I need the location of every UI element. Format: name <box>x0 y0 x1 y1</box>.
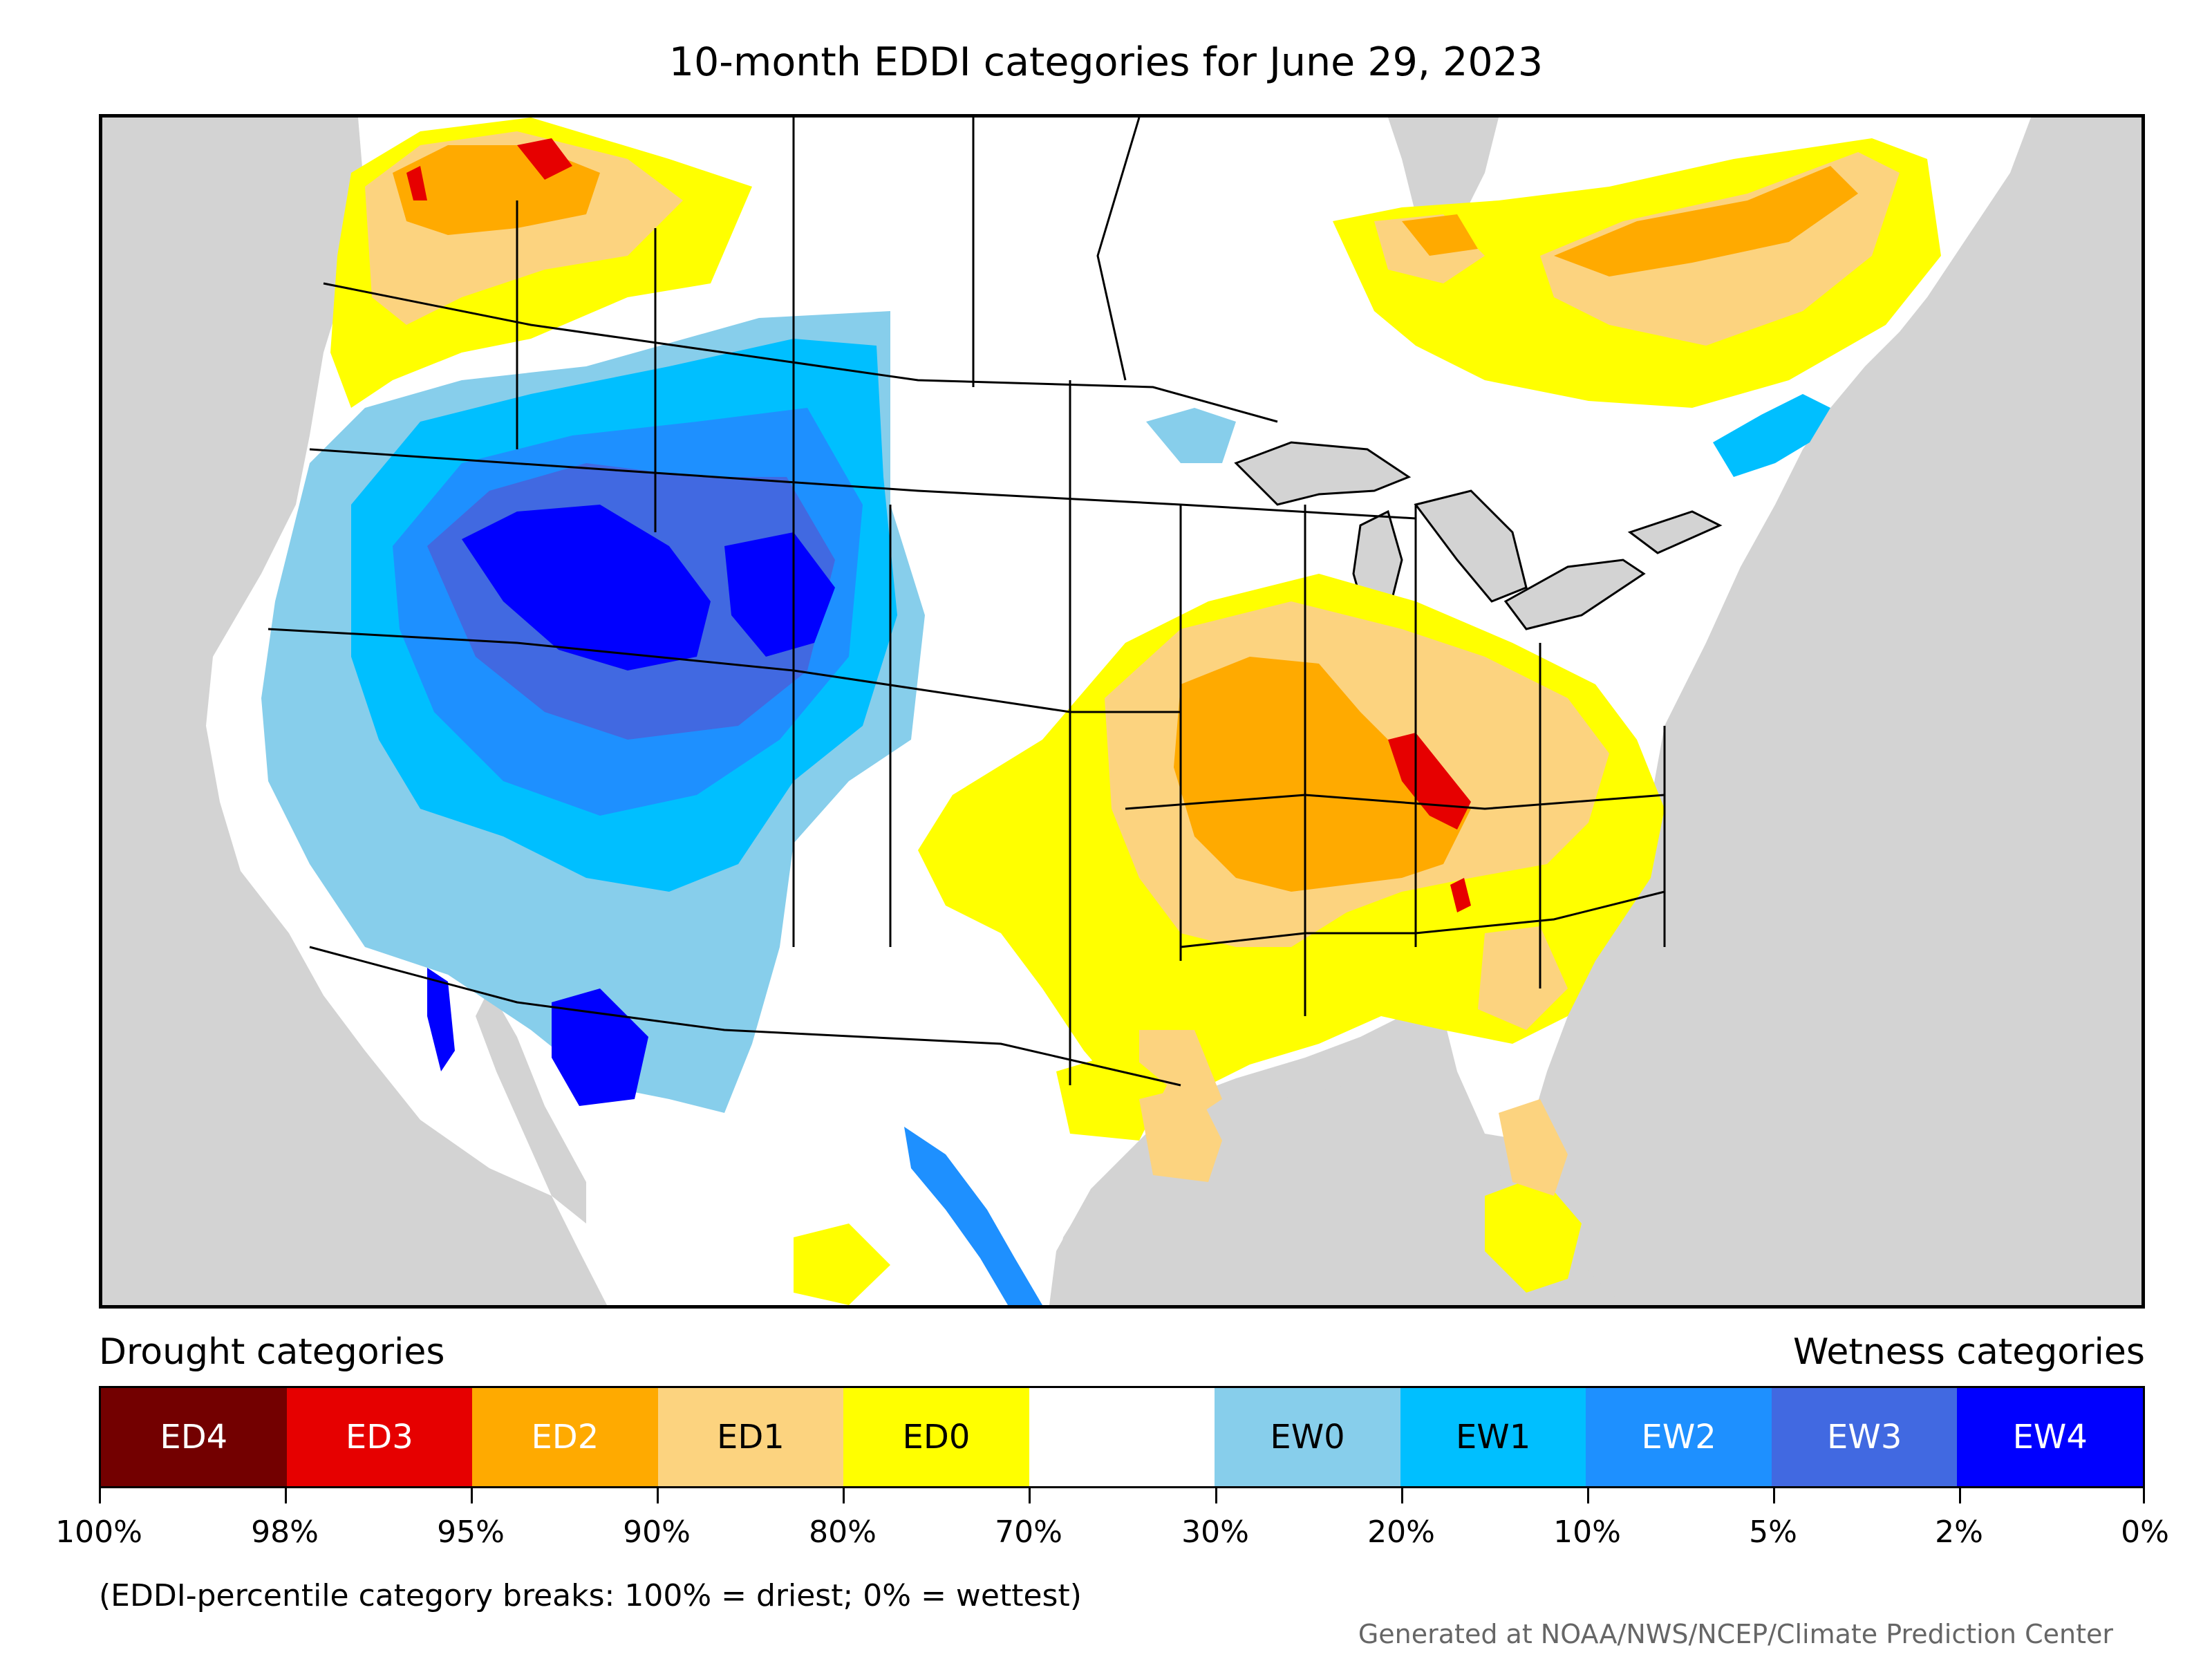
legend-tick-label: 100% <box>55 1515 142 1550</box>
legend-tick-label: 5% <box>1749 1515 1797 1550</box>
hudson-bay <box>1388 118 1499 228</box>
legend-tick-label: 70% <box>995 1515 1062 1550</box>
eddi-map <box>99 114 2145 1309</box>
legend-cell-ew4: EW4 <box>1957 1388 2144 1486</box>
legend-tick-label: 0% <box>2121 1515 2169 1550</box>
legend-cell-ew2: EW2 <box>1586 1388 1772 1486</box>
map-canvas <box>102 118 2141 1305</box>
drought-ed2-canada <box>1402 166 1858 276</box>
drought-ed1-southeast <box>1139 1085 1568 1196</box>
legend-cell-ed2: ED2 <box>472 1388 658 1486</box>
wetness-northeast <box>1713 394 1830 477</box>
legend-tick <box>1029 1488 1031 1503</box>
percentile-note: (EDDI-percentile category breaks: 100% =… <box>99 1578 1082 1613</box>
drought-ed2-central <box>1174 657 1471 892</box>
boundary-lines <box>268 118 1666 1087</box>
legend-tick <box>285 1488 287 1503</box>
legend-cell-ew3: EW3 <box>1771 1388 1958 1486</box>
legend-tick-row <box>99 1488 2145 1503</box>
drought-ed3-pnw <box>406 138 572 200</box>
legend-cell-ew1: EW1 <box>1400 1388 1586 1486</box>
drought-ed0-southeast <box>794 1051 1582 1305</box>
legend-tick-label: 95% <box>437 1515 505 1550</box>
gulf-of-california <box>476 988 586 1224</box>
map-title: 10-month EDDI categories for June 29, 20… <box>668 39 1544 85</box>
drought-categories-heading: Drought categories <box>99 1331 445 1373</box>
legend-cell-ed1: ED1 <box>657 1388 844 1486</box>
legend-tick <box>843 1488 845 1503</box>
legend-tick <box>1587 1488 1589 1503</box>
legend-cell-ed0: ED0 <box>843 1388 1029 1486</box>
wetness-categories-heading: Wetness categories <box>1793 1331 2145 1373</box>
legend-tick-label: 2% <box>1935 1515 1983 1550</box>
legend-tick-label: 90% <box>623 1515 691 1550</box>
credit-line: Generated at NOAA/NWS/NCEP/Climate Predi… <box>1358 1619 2113 1649</box>
legend-cell-neutral <box>1029 1388 1215 1486</box>
legend-tick <box>2143 1488 2145 1503</box>
legend-tick <box>1773 1488 1775 1503</box>
legend-cell-ed4: ED4 <box>101 1388 287 1486</box>
legend-tick <box>1215 1488 1217 1503</box>
color-legend-bar: ED4 ED3 ED2 ED1 ED0 EW0 EW1 EW2 EW3 EW4 <box>99 1386 2145 1488</box>
legend-tick <box>1401 1488 1403 1503</box>
legend-tick-label: 80% <box>809 1515 877 1550</box>
legend-tick-label: 10% <box>1553 1515 1621 1550</box>
legend-tick <box>1959 1488 1961 1503</box>
legend-tick-label: 30% <box>1181 1515 1249 1550</box>
drought-ed3-central <box>1388 733 1471 912</box>
legend-cell-ew0: EW0 <box>1215 1388 1400 1486</box>
legend-tick-label: 20% <box>1367 1515 1435 1550</box>
legend-tick <box>657 1488 659 1503</box>
legend-cell-ed3: ED3 <box>286 1388 473 1486</box>
legend-tick-label: 98% <box>251 1515 319 1550</box>
legend-tick <box>99 1488 101 1503</box>
wetness-minnesota <box>1146 408 1236 463</box>
wetness-texas-coast <box>904 1127 1042 1305</box>
legend-tick <box>471 1488 473 1503</box>
